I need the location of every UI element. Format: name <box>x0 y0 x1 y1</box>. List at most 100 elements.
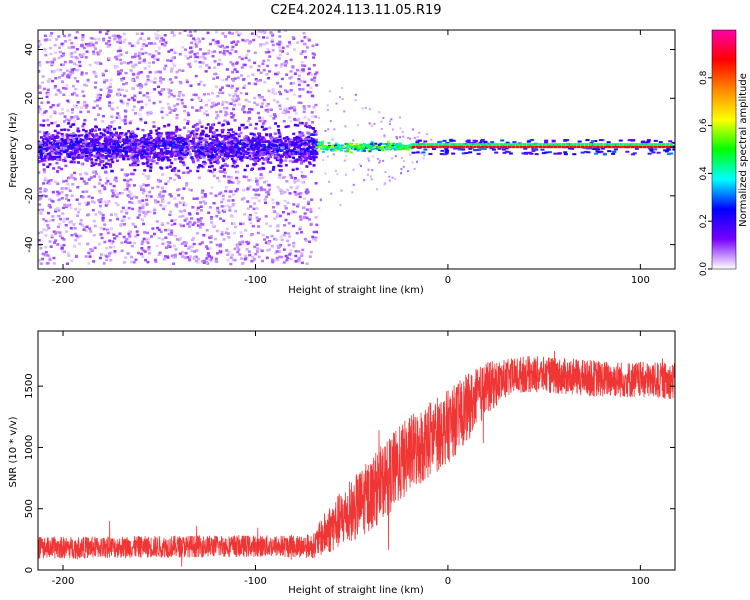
heatmap-cell <box>102 164 106 167</box>
heatmap-cell <box>402 135 405 138</box>
heatmap-cell <box>272 117 276 120</box>
heatmap-cell <box>45 134 49 138</box>
heatmap-cell <box>81 195 85 199</box>
heatmap-cell <box>231 130 235 134</box>
heatmap-cell <box>352 168 355 171</box>
heatmap-cell <box>289 89 293 92</box>
heatmap-cell <box>379 147 383 150</box>
heatmap-cell <box>171 144 175 147</box>
heatmap-cell <box>241 242 245 245</box>
heatmap-cell <box>262 143 266 147</box>
heatmap-cell <box>75 254 79 258</box>
heatmap-cell <box>292 244 296 248</box>
heatmap-cell <box>278 176 282 179</box>
heatmap-cell <box>240 74 244 77</box>
heatmap-cell <box>256 30 260 34</box>
heatmap-cell <box>121 206 125 210</box>
heatmap-cell <box>363 179 366 182</box>
heatmap-cell <box>292 241 296 245</box>
heatmap-cell <box>113 65 117 68</box>
heatmap-cell <box>275 72 279 76</box>
heatmap-cell <box>317 145 321 148</box>
heatmap-cell <box>157 195 161 198</box>
heatmap-cell <box>268 55 272 58</box>
heatmap-cell <box>144 258 148 262</box>
heatmap-cell <box>54 155 58 159</box>
heatmap-cell <box>302 155 306 158</box>
heatmap-cell <box>238 242 242 246</box>
heatmap-cell <box>244 146 248 150</box>
heatmap-cell <box>181 214 185 218</box>
heatmap-cell <box>136 216 140 219</box>
heatmap-cell <box>221 197 225 201</box>
heatmap-cell <box>112 133 116 136</box>
heatmap-cell <box>93 185 97 189</box>
heatmap-cell <box>196 127 200 131</box>
heatmap-cell <box>253 145 257 149</box>
heatmap-cell <box>54 209 58 213</box>
heatmap-cell <box>74 140 78 144</box>
heatmap-cell <box>204 126 208 130</box>
heatmap-cell <box>43 176 47 180</box>
heatmap-cell <box>395 147 399 150</box>
heatmap-cell <box>172 132 176 135</box>
heatmap-cell <box>186 111 190 115</box>
heatmap-cell <box>589 142 594 145</box>
heatmap-cell <box>48 197 52 201</box>
heatmap-cell <box>198 40 202 43</box>
heatmap-cell <box>252 149 256 152</box>
heatmap-cell <box>278 104 282 107</box>
heatmap-cell <box>94 125 98 129</box>
heatmap-cell <box>224 110 228 114</box>
heatmap-cell <box>265 36 269 40</box>
heatmap-cell <box>202 152 206 155</box>
heatmap-cell <box>286 150 290 153</box>
heatmap-cell <box>377 157 380 160</box>
heatmap-cell <box>263 120 267 123</box>
heatmap-cell <box>215 30 219 33</box>
heatmap-cell <box>141 248 145 252</box>
heatmap-cell <box>356 124 359 127</box>
heatmap-cell <box>99 144 103 147</box>
heatmap-cell <box>197 96 201 100</box>
heatmap-cell <box>166 102 170 106</box>
heatmap-cell <box>175 153 179 157</box>
heatmap-cell <box>278 156 282 159</box>
heatmap-cell <box>259 138 263 142</box>
heatmap-cell <box>307 67 311 71</box>
heatmap-cell <box>216 160 220 164</box>
heatmap-cell <box>297 257 301 260</box>
heatmap-cell <box>184 252 188 255</box>
heatmap-cell <box>236 153 240 157</box>
heatmap-cell <box>167 228 171 232</box>
heatmap-cell <box>70 233 74 237</box>
heatmap-cell <box>465 140 470 143</box>
heatmap-cell <box>173 152 177 155</box>
heatmap-cell <box>186 57 190 60</box>
heatmap-cell <box>166 156 170 160</box>
heatmap-cell <box>244 150 248 154</box>
heatmap-cell <box>220 205 224 208</box>
heatmap-cell <box>178 134 182 138</box>
heatmap-cell <box>255 103 259 107</box>
heatmap-cell <box>193 30 197 33</box>
heatmap-cell <box>279 243 283 247</box>
heatmap-cell <box>497 147 502 150</box>
heatmap-cell <box>284 146 288 149</box>
heatmap-cell <box>160 89 164 93</box>
heatmap-cell <box>109 246 113 249</box>
heatmap-cell <box>218 217 222 220</box>
heatmap-cell <box>176 146 180 150</box>
heatmap-cell <box>54 239 58 242</box>
heatmap-cell <box>203 93 207 96</box>
heatmap-cell <box>292 81 296 85</box>
heatmap-cell <box>52 230 56 233</box>
heatmap-cell <box>49 115 53 119</box>
heatmap-cell <box>207 211 211 215</box>
heatmap-cell <box>306 150 310 153</box>
heatmap-cell <box>157 141 161 145</box>
heatmap-cell <box>53 84 57 88</box>
heatmap-cell <box>265 104 269 108</box>
heatmap-cell <box>133 225 137 228</box>
heatmap-cell <box>86 80 90 83</box>
